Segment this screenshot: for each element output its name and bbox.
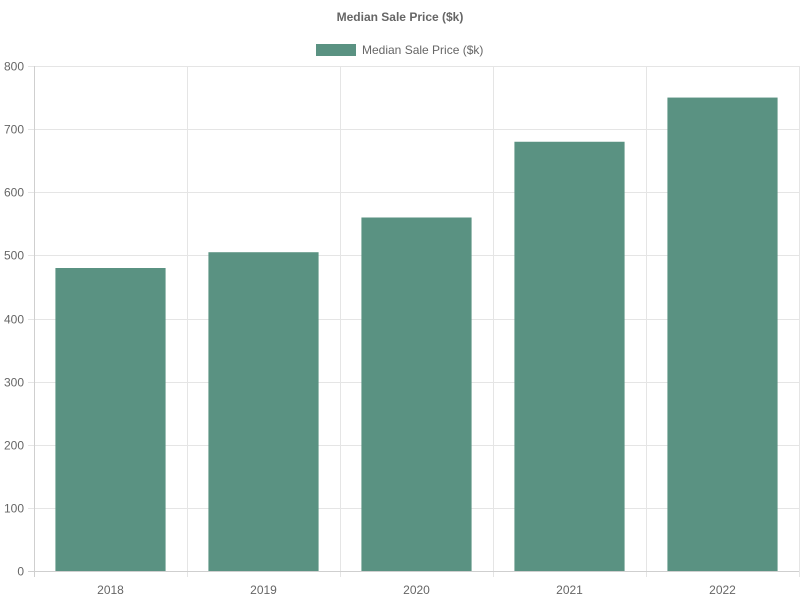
x-tick-label: 2021 [556,583,583,597]
legend-label: Median Sale Price ($k) [362,43,483,57]
bar-2018[interactable] [55,268,166,571]
x-tick-label: 2018 [97,583,124,597]
x-tick-label: 2022 [709,583,736,597]
y-tick-label: 800 [4,60,24,74]
x-tick-label: 2020 [403,583,430,597]
axes [28,66,799,577]
x-axis-ticks: 2018 2019 2020 2021 2022 [97,583,736,597]
y-tick-label: 0 [17,565,24,579]
y-tick-label: 500 [4,249,24,263]
bars [55,97,778,572]
legend[interactable]: Median Sale Price ($k) [316,43,483,57]
y-tick-label: 100 [4,502,24,516]
y-tick-label: 600 [4,186,24,200]
bar-2021[interactable] [514,141,625,571]
y-axis-ticks: 0 100 200 300 400 500 600 700 800 [4,60,24,579]
bar-2019[interactable] [208,252,319,571]
legend-swatch [316,44,356,56]
chart-title: Median Sale Price ($k) [337,10,464,24]
y-tick-label: 200 [4,439,24,453]
x-tick-label: 2019 [250,583,277,597]
y-tick-label: 400 [4,313,24,327]
y-tick-label: 700 [4,123,24,137]
bar-2020[interactable] [361,217,472,572]
y-tick-label: 300 [4,376,24,390]
bar-2022[interactable] [667,97,778,571]
